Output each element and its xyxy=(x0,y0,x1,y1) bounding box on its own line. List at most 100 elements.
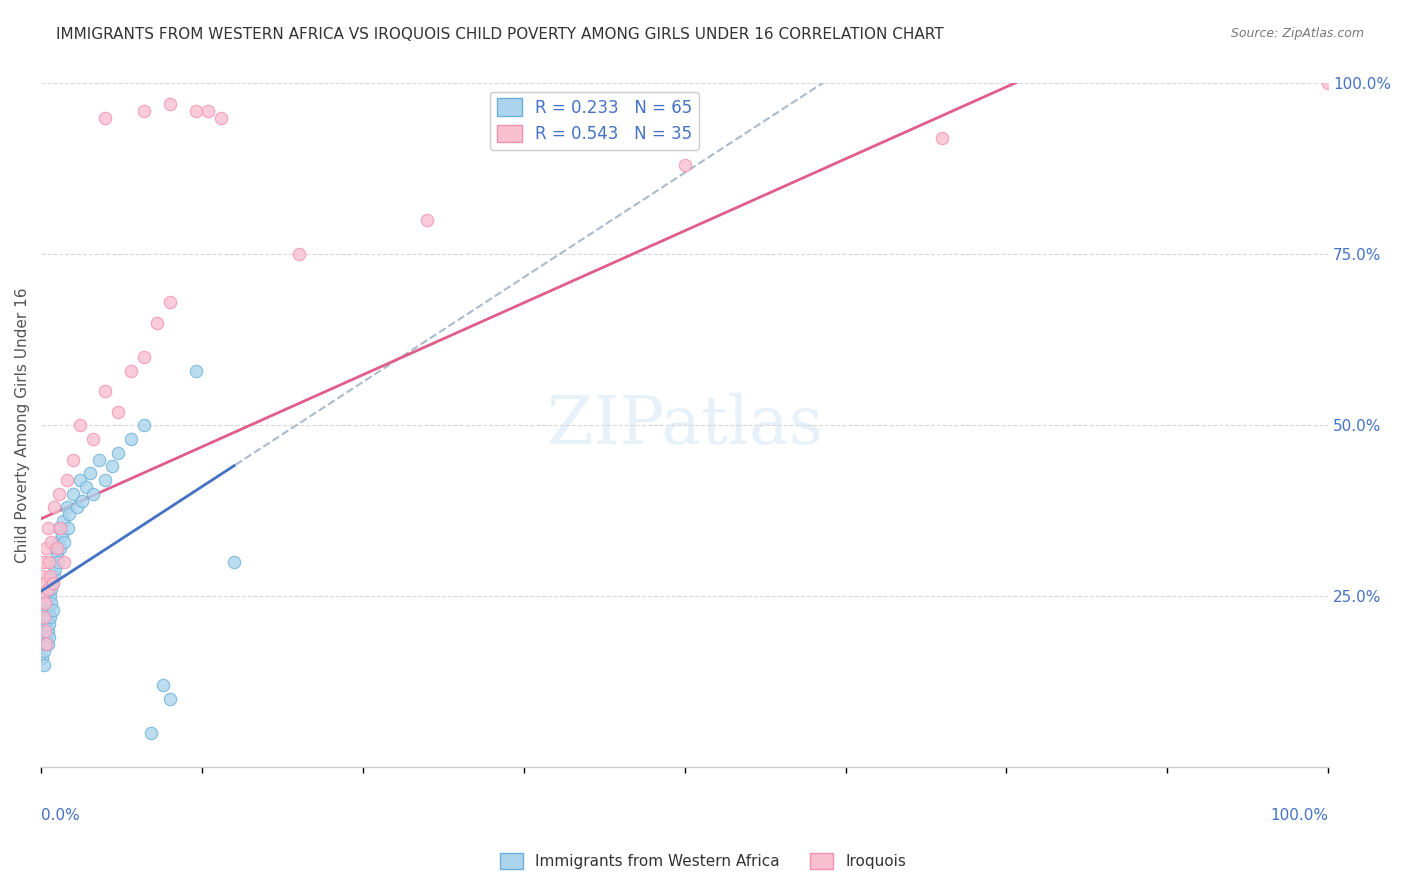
Point xyxy=(69,473,91,487)
Point xyxy=(31,624,53,638)
Point xyxy=(35,637,58,651)
Point xyxy=(159,295,181,310)
Point xyxy=(82,432,104,446)
Point xyxy=(69,418,91,433)
Point xyxy=(94,473,117,487)
Point xyxy=(32,616,55,631)
Point xyxy=(32,631,55,645)
Point xyxy=(132,350,155,364)
Point xyxy=(132,418,155,433)
Text: 0.0%: 0.0% xyxy=(41,808,80,823)
Point xyxy=(48,487,70,501)
Point xyxy=(41,582,63,597)
Point xyxy=(75,480,97,494)
Point xyxy=(101,459,124,474)
Point xyxy=(107,446,129,460)
Point xyxy=(42,555,65,569)
Point xyxy=(673,159,696,173)
Point xyxy=(34,624,56,638)
Point xyxy=(31,569,53,583)
Point xyxy=(38,631,60,645)
Point xyxy=(58,508,80,522)
Point xyxy=(184,364,207,378)
Point xyxy=(46,555,69,569)
Point xyxy=(49,541,72,556)
Point xyxy=(45,549,67,563)
Point xyxy=(931,131,953,145)
Point xyxy=(32,603,55,617)
Legend: Immigrants from Western Africa, Iroquois: Immigrants from Western Africa, Iroquois xyxy=(494,847,912,875)
Point xyxy=(37,582,59,597)
Point xyxy=(35,616,58,631)
Point xyxy=(1317,77,1340,91)
Point xyxy=(62,487,84,501)
Point xyxy=(79,467,101,481)
Point xyxy=(94,111,117,125)
Point xyxy=(37,582,59,597)
Y-axis label: Child Poverty Among Girls Under 16: Child Poverty Among Girls Under 16 xyxy=(15,287,30,563)
Point xyxy=(41,596,63,610)
Point xyxy=(209,111,232,125)
Point xyxy=(56,500,79,515)
Point xyxy=(35,541,58,556)
Point xyxy=(39,610,62,624)
Point xyxy=(39,590,62,604)
Point xyxy=(41,575,63,590)
Point xyxy=(45,541,67,556)
Point xyxy=(56,473,79,487)
Point xyxy=(37,624,59,638)
Point xyxy=(44,541,66,556)
Point xyxy=(35,631,58,645)
Point xyxy=(94,384,117,399)
Point xyxy=(120,364,142,378)
Point xyxy=(87,452,110,467)
Point xyxy=(34,575,56,590)
Point xyxy=(82,487,104,501)
Point xyxy=(32,657,55,672)
Point xyxy=(31,596,53,610)
Point xyxy=(32,555,55,569)
Point xyxy=(416,213,439,227)
Point xyxy=(287,247,309,261)
Point xyxy=(53,534,76,549)
Point xyxy=(42,569,65,583)
Point xyxy=(38,603,60,617)
Point xyxy=(34,624,56,638)
Point xyxy=(37,521,59,535)
Point xyxy=(197,103,219,118)
Point xyxy=(152,678,174,692)
Point xyxy=(34,590,56,604)
Point xyxy=(41,534,63,549)
Point xyxy=(49,521,72,535)
Point xyxy=(52,514,75,528)
Point xyxy=(32,610,55,624)
Point xyxy=(32,644,55,658)
Point xyxy=(53,555,76,569)
Point xyxy=(184,103,207,118)
Point xyxy=(37,610,59,624)
Point xyxy=(159,692,181,706)
Point xyxy=(34,637,56,651)
Point xyxy=(34,610,56,624)
Text: 100.0%: 100.0% xyxy=(1270,808,1329,823)
Point xyxy=(107,405,129,419)
Point xyxy=(132,103,155,118)
Point xyxy=(31,590,53,604)
Point xyxy=(38,555,60,569)
Point xyxy=(39,569,62,583)
Point xyxy=(42,500,65,515)
Point xyxy=(41,569,63,583)
Point xyxy=(139,726,162,740)
Point xyxy=(48,521,70,535)
Point xyxy=(41,603,63,617)
Point xyxy=(38,616,60,631)
Point xyxy=(37,637,59,651)
Point xyxy=(224,555,246,569)
Point xyxy=(66,500,89,515)
Point xyxy=(31,651,53,665)
Point xyxy=(146,316,169,330)
Point xyxy=(72,493,94,508)
Point xyxy=(46,534,69,549)
Point xyxy=(120,432,142,446)
Point xyxy=(51,528,73,542)
